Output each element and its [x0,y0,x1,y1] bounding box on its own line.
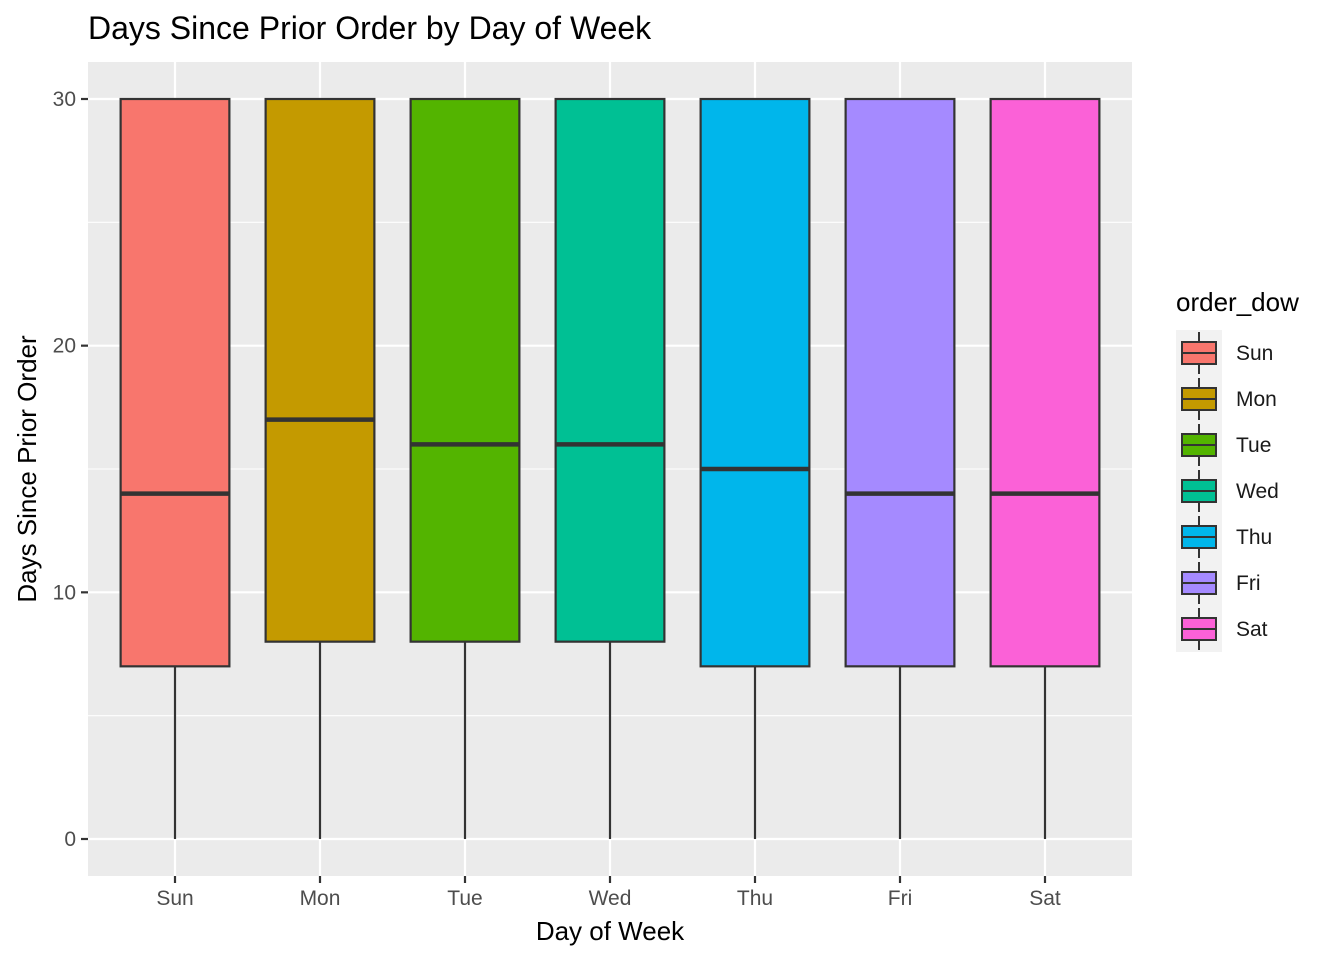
legend-label: Thu [1236,526,1272,549]
y-tick-label: 10 [53,581,76,604]
y-axis-title: Days Since Prior Order [12,335,42,603]
box-sat [989,97,1101,839]
box-mon [264,97,376,839]
x-axis: Sun Mon Tue Wed Thu Fri Sat [156,876,1061,910]
box-tue [409,97,521,839]
box-fri [844,97,956,839]
boxes-layer [119,97,1101,839]
box-body [844,97,956,668]
y-tick-label: 20 [53,335,76,358]
legend-entry-fri: Fri [1181,562,1261,604]
x-tick-label: Tue [447,887,482,910]
legend-label: Mon [1236,388,1277,411]
legend-entry-sun: Sun [1181,332,1273,374]
x-tick-label: Fri [888,887,913,910]
legend: order_dow Sun Mon Tue Wed Thu Fri Sat [1176,287,1299,652]
box-sun [119,97,231,839]
legend-title: order_dow [1176,287,1299,317]
legend-entry-tue: Tue [1181,424,1271,466]
legend-entry-thu: Thu [1181,516,1272,558]
box-body [409,97,521,643]
x-tick-label: Sun [156,887,193,910]
legend-label: Sun [1236,342,1273,365]
legend-label: Fri [1236,572,1261,595]
y-tick-label: 30 [53,88,76,111]
legend-entries: Sun Mon Tue Wed Thu Fri Sat [1181,332,1279,650]
box-body [264,97,376,643]
y-axis: 0 10 20 30 [53,88,88,851]
legend-label: Wed [1236,480,1279,503]
y-tick-label: 0 [64,828,76,851]
box-body [989,97,1101,668]
x-tick-label: Mon [300,887,341,910]
box-body [119,97,231,668]
chart-title: Days Since Prior Order by Day of Week [88,10,652,46]
legend-label: Tue [1236,434,1271,457]
x-tick-label: Wed [589,887,632,910]
legend-label: Sat [1236,618,1268,641]
legend-entry-wed: Wed [1181,470,1279,512]
x-tick-label: Sat [1029,887,1061,910]
box-body [699,97,811,668]
legend-entry-mon: Mon [1181,378,1277,420]
x-tick-label: Thu [737,887,773,910]
box-thu [699,97,811,839]
x-axis-title: Day of Week [536,916,685,946]
box-wed [554,97,666,839]
legend-entry-sat: Sat [1181,608,1268,650]
box-body [554,97,666,643]
